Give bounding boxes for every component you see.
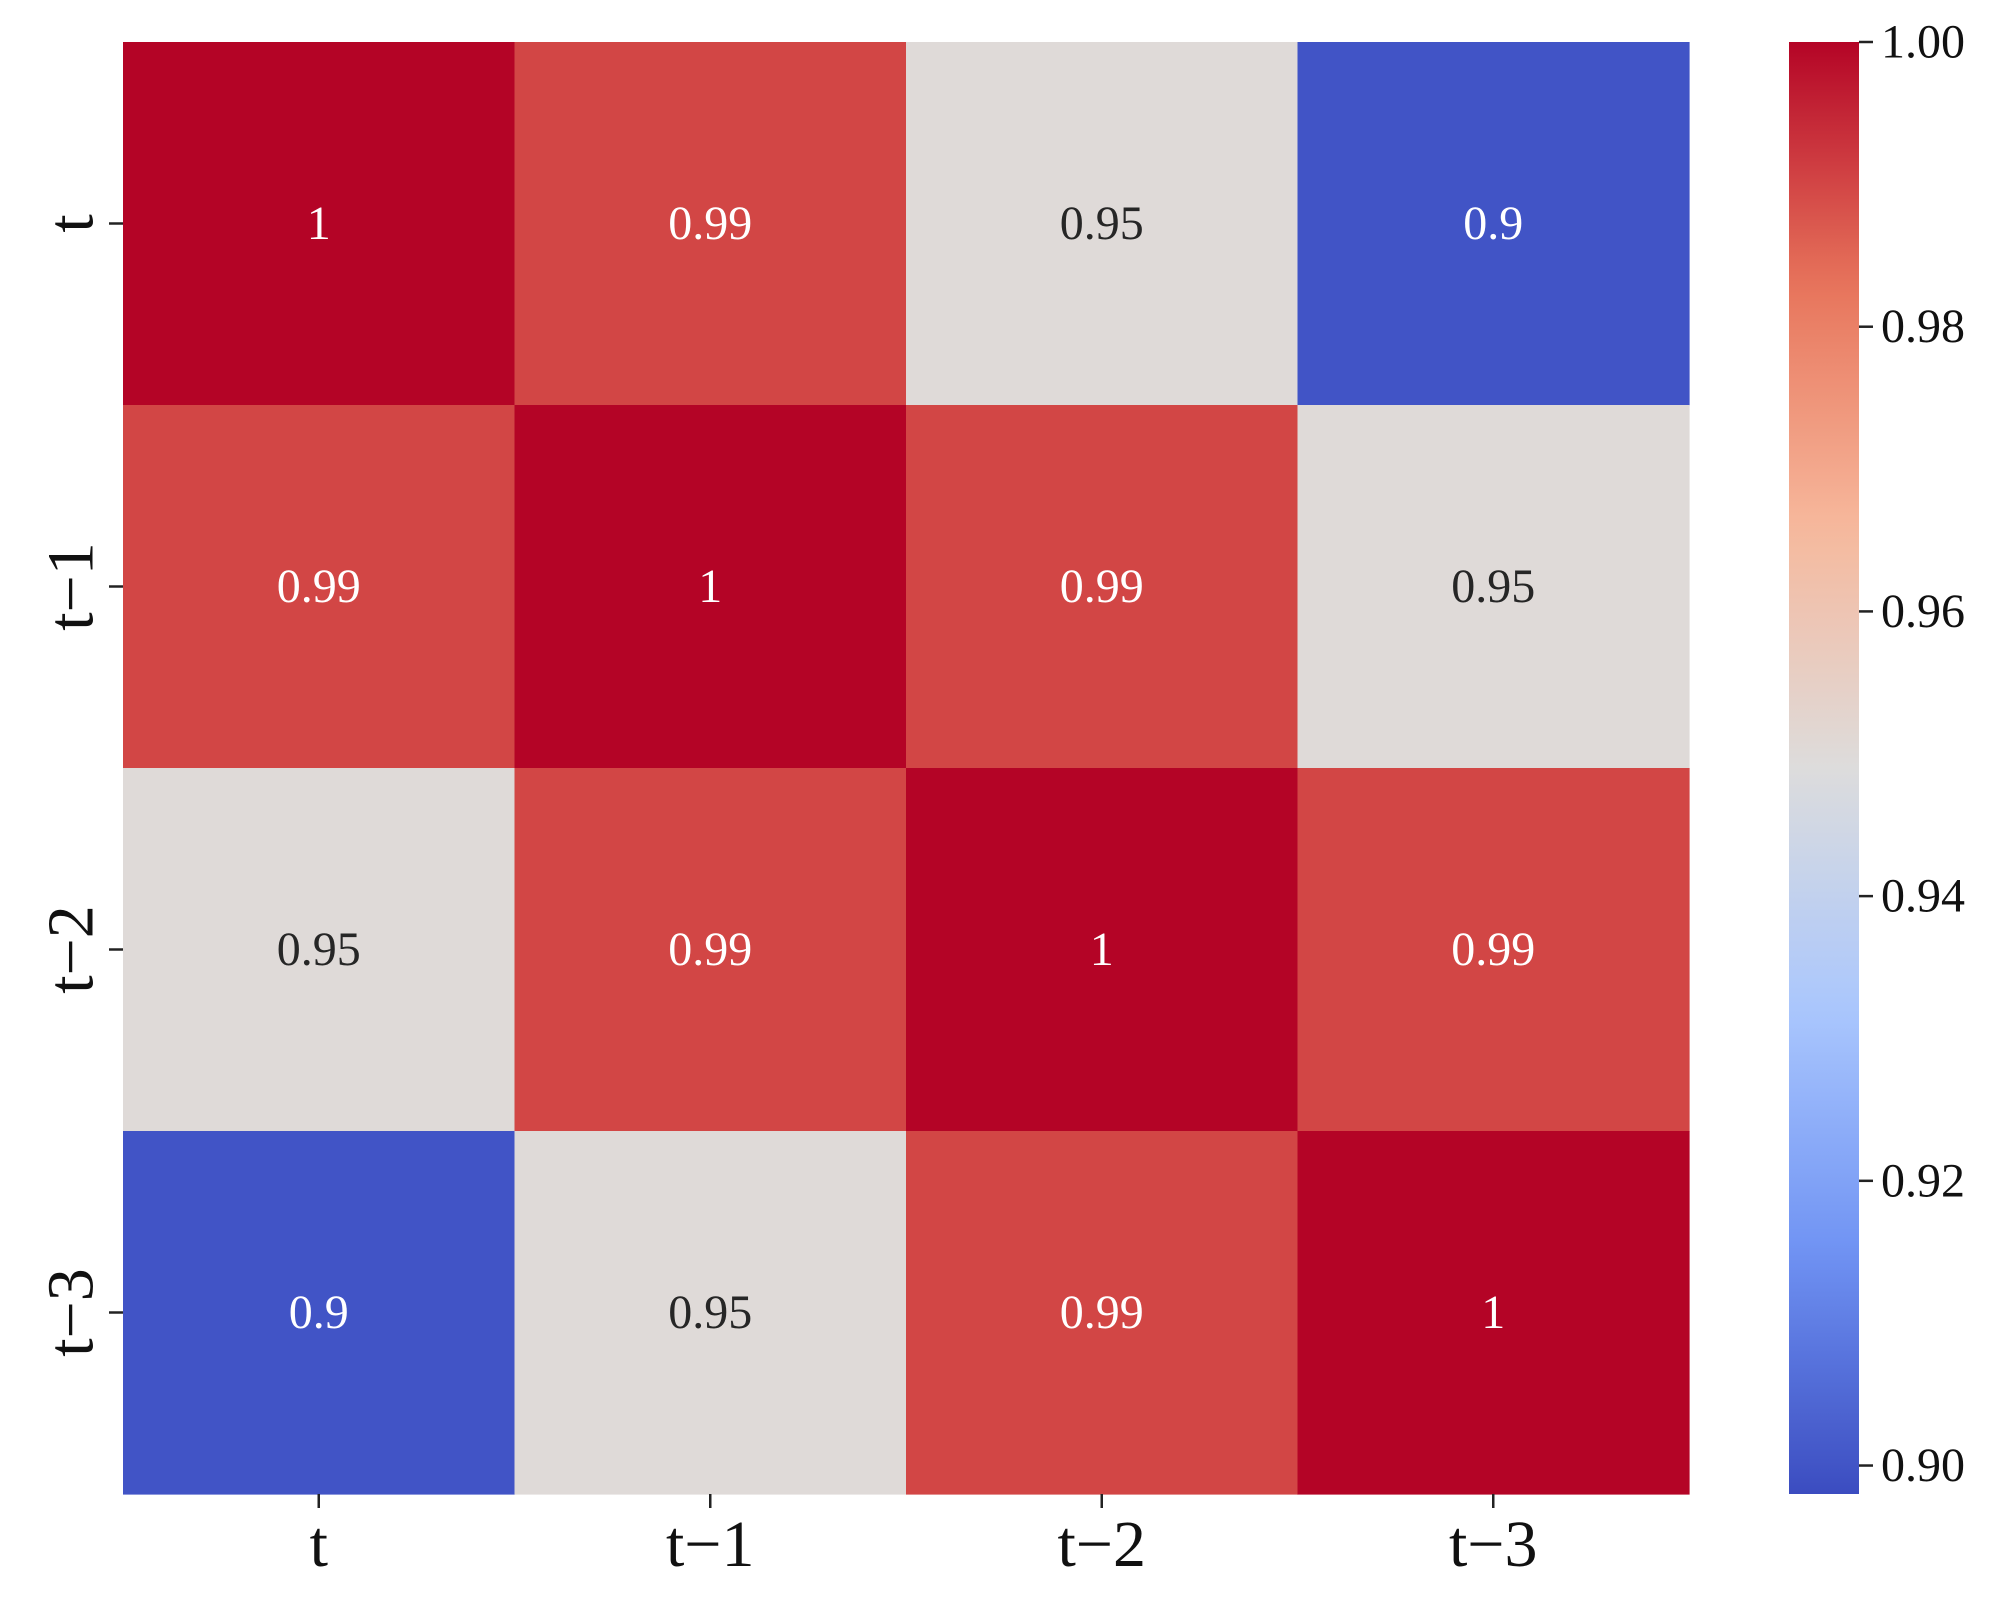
heatmap-cell-labels: 1 0.99 0.95 0.9 0.99 1 0.99 0.95 0.95 0.99 1 0.99 0.…: [277, 197, 1536, 1339]
cell-value-label: 0.99: [668, 923, 752, 976]
x-tick-label: t−1: [666, 1508, 755, 1581]
colorbar: 0.90 0.92 0.94 0.96 0.98 1.00: [1789, 16, 1965, 1494]
heatmap-cell: [123, 1131, 516, 1495]
cell-value-label: 0.99: [1451, 923, 1535, 976]
cell-value-label: 0.99: [1060, 560, 1144, 613]
x-axis: t t−1 t−2 t−3: [310, 1494, 1538, 1581]
cell-value-label: 0.95: [277, 923, 361, 976]
cell-value-label: 1: [1481, 1286, 1505, 1339]
colorbar-tick-label: 0.96: [1881, 585, 1965, 638]
colorbar-gradient: [1789, 42, 1859, 1494]
heatmap-cell: [514, 42, 907, 406]
x-tick-label: t: [310, 1508, 328, 1581]
heatmap-cells: [123, 42, 1690, 1495]
colorbar-tick-label: 0.94: [1881, 870, 1965, 923]
colorbar-tick-label: 0.92: [1881, 1154, 1965, 1207]
cell-value-label: 0.95: [1451, 560, 1535, 613]
y-tick-label: t: [35, 214, 108, 232]
heatmap-cell: [906, 405, 1299, 769]
heatmap-cell: [906, 1131, 1299, 1495]
heatmap-cell: [1297, 42, 1690, 406]
heatmap-cell: [1297, 405, 1690, 769]
cell-value-label: 0.99: [668, 197, 752, 250]
y-tick-label: t−1: [35, 542, 108, 631]
cell-value-label: 0.95: [668, 1286, 752, 1339]
heatmap-cell: [1297, 1131, 1690, 1495]
heatmap-cell: [514, 1131, 907, 1495]
cell-value-label: 0.99: [1060, 1286, 1144, 1339]
heatmap-cell: [123, 42, 516, 406]
x-tick-label: t−2: [1057, 1508, 1146, 1581]
colorbar-tick-label: 0.98: [1881, 300, 1965, 353]
y-tick-label: t−2: [35, 905, 108, 994]
cell-value-label: 0.95: [1060, 197, 1144, 250]
heatmap-cell: [1297, 768, 1690, 1132]
heatmap-cell: [514, 405, 907, 769]
heatmap-cell: [123, 405, 516, 769]
heatmap-cell: [514, 768, 907, 1132]
cell-value-label: 0.99: [277, 560, 361, 613]
heatmap-cell: [906, 42, 1299, 406]
cell-value-label: 1: [1090, 923, 1114, 976]
heatmap-cell: [906, 768, 1299, 1132]
cell-value-label: 0.9: [289, 1286, 349, 1339]
cell-value-label: 0.9: [1463, 197, 1523, 250]
y-tick-label: t−3: [35, 1268, 108, 1357]
cell-value-label: 1: [307, 197, 331, 250]
colorbar-tick-label: 0.90: [1881, 1439, 1965, 1492]
heatmap-cell: [123, 768, 516, 1132]
colorbar-tick-label: 1.00: [1881, 16, 1965, 69]
x-tick-label: t−3: [1449, 1508, 1538, 1581]
y-axis: t t−1 t−2 t−3: [35, 214, 123, 1357]
cell-value-label: 1: [698, 560, 722, 613]
